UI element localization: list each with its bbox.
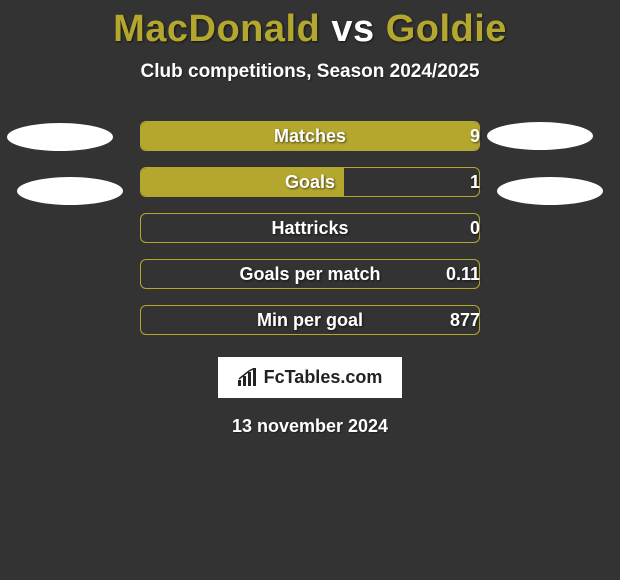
stat-value-left — [150, 259, 200, 289]
comparison-infographic: MacDonald vs Goldie Club competitions, S… — [0, 0, 620, 580]
page-title: MacDonald vs Goldie — [0, 0, 620, 51]
stat-value-left — [150, 305, 200, 335]
player2-name: Goldie — [386, 8, 507, 50]
stat-value-right: 877 — [430, 305, 480, 335]
stat-value-left — [150, 121, 200, 151]
player-silhouette-oval — [497, 177, 603, 205]
vs-separator: vs — [331, 8, 374, 50]
player-silhouette-oval — [17, 177, 123, 205]
date-stamp: 13 november 2024 — [0, 416, 620, 437]
stat-value-right: 0 — [430, 213, 480, 243]
chart-icon — [238, 368, 260, 386]
stat-row: Hattricks0 — [0, 213, 620, 243]
stat-value-right: 0.11 — [430, 259, 480, 289]
stat-value-left — [150, 213, 200, 243]
brand-text: FcTables.com — [264, 367, 383, 387]
stat-value-right: 9 — [430, 121, 480, 151]
stat-value-left — [150, 167, 200, 197]
stat-row: Min per goal877 — [0, 305, 620, 335]
stat-rows: Matches9Goals1Hattricks0Goals per match0… — [0, 121, 620, 351]
stat-row: Goals per match0.11 — [0, 259, 620, 289]
subtitle: Club competitions, Season 2024/2025 — [0, 61, 620, 83]
player1-name: MacDonald — [113, 8, 320, 50]
stat-value-right: 1 — [430, 167, 480, 197]
player-silhouette-oval — [7, 123, 113, 151]
player-silhouette-oval — [487, 122, 593, 150]
brand-badge: FcTables.com — [218, 357, 403, 398]
